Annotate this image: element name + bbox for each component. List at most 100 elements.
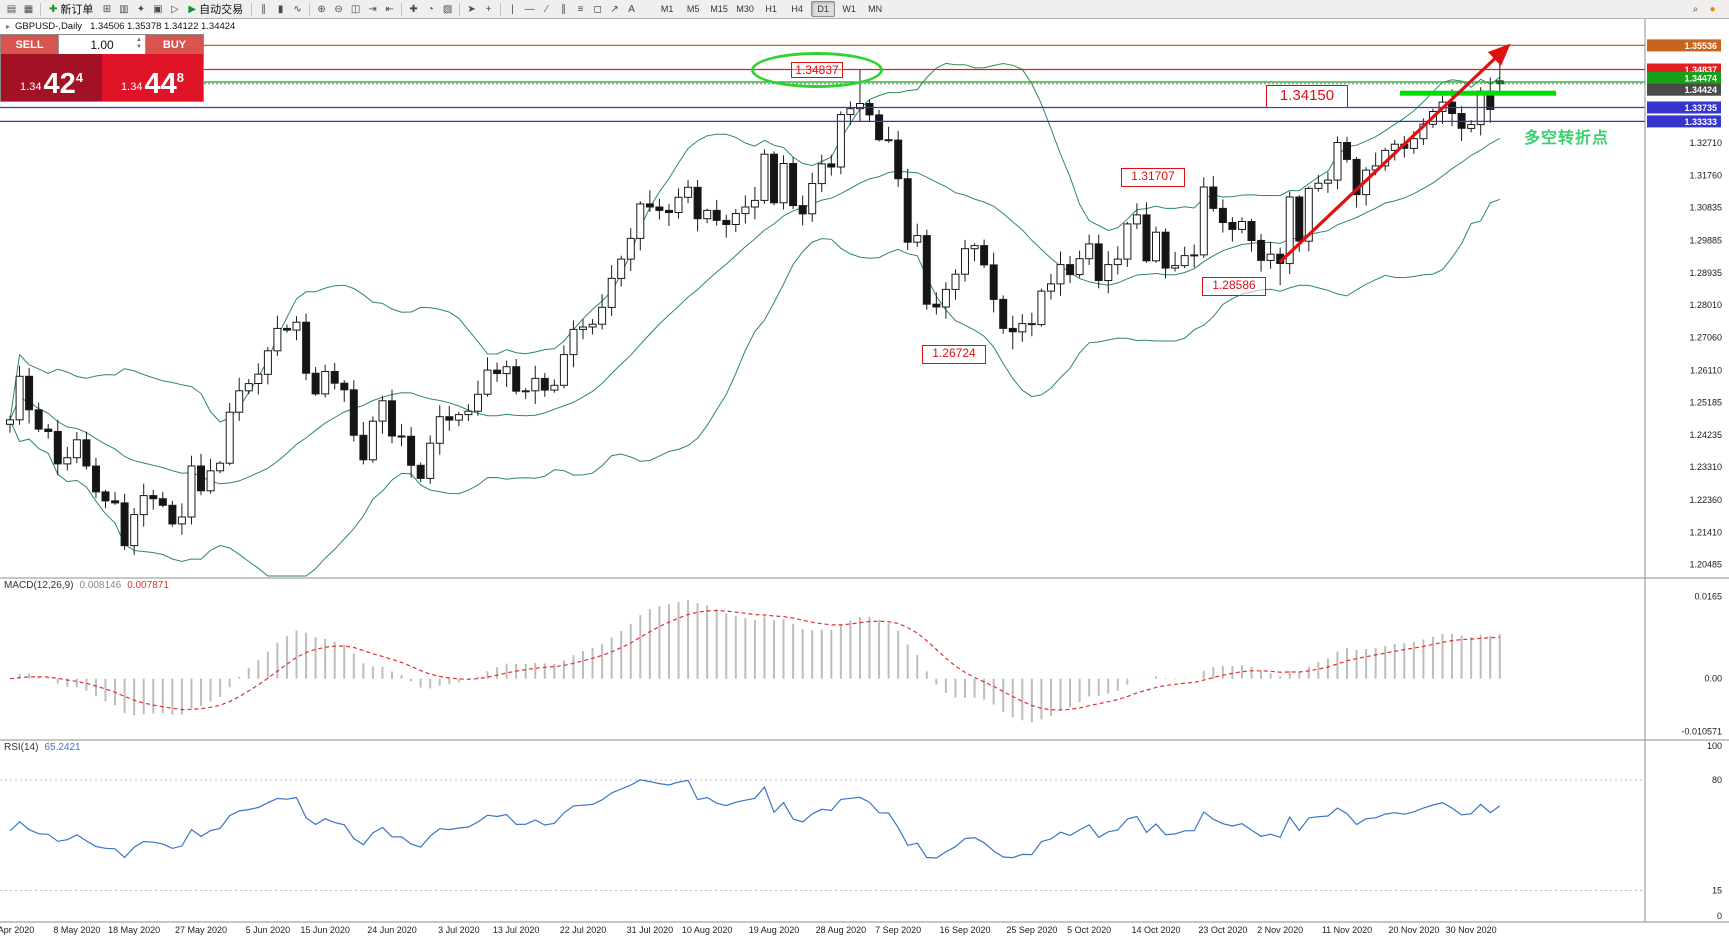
search-icon[interactable]: ⌕ [1692,3,1699,15]
new-order-button[interactable]: ✚ 新订单 [44,1,98,17]
horizontal-line-icon[interactable]: — [524,3,535,15]
candle [1047,283,1055,292]
arrows-icon[interactable]: ↗ [610,3,619,15]
data-window-icon[interactable]: ▥ [119,3,129,15]
date-axis-label: 13 Jul 2020 [493,925,540,935]
zoom-out-icon[interactable]: ⊖ [334,3,343,15]
candle [426,442,435,479]
candle [6,419,14,425]
zoom-in-icon[interactable]: ⊕ [317,3,326,15]
candle [808,183,817,215]
strategy-tester-icon[interactable]: ▷ [171,3,179,15]
candle [722,219,731,225]
indicators-icon[interactable]: ✚ [409,3,418,15]
date-axis-label: 10 Aug 2020 [682,925,733,935]
candle [674,196,683,214]
timeframe-m30[interactable]: M30 [736,4,754,14]
sell-button[interactable]: SELL [1,35,58,54]
candle [712,209,721,221]
templates-icon[interactable]: ▧ [442,3,453,15]
candle [464,410,473,416]
turning-point-note[interactable]: 多空转折点 [1524,130,1610,147]
date-axis-label: 5 Jun 2020 [246,925,291,935]
auto-scroll-icon[interactable]: ⇥ [368,3,377,15]
vertical-line-icon[interactable]: | [511,3,514,15]
price-tag-label: 1.34837 [1684,65,1717,75]
fibonacci-icon[interactable]: ≡ [577,3,584,15]
bar-chart-icon[interactable]: ∥ [261,3,267,15]
candle [970,245,979,250]
crosshair-icon[interactable]: + [485,3,492,15]
candle [1409,138,1418,149]
auto-trading-button[interactable]: ▶ 自动交易 [183,1,248,17]
candle [235,390,244,413]
channel-icon[interactable]: ∥ [561,3,567,15]
label-134150[interactable]: 1.34150 [1266,85,1348,108]
notification-icon[interactable]: ● [1709,3,1716,15]
toolbar-separator [309,2,311,16]
label-128586[interactable]: 1.28586 [1202,277,1266,296]
candle [922,235,931,305]
tile-windows-icon[interactable]: ◫ [350,3,361,15]
rsi-indicator-label: RSI(14) 65.2421 [4,742,81,753]
support-zone-bar[interactable] [1400,90,1556,96]
timeframe-m1[interactable]: M1 [660,4,674,14]
candle [894,139,903,180]
standard-icons-group: ▤ ▦ [3,2,37,17]
buy-price-box[interactable]: 1.34 44 8 [102,54,203,101]
trendline-icon[interactable]: ∕ [545,3,548,15]
timeframe-h1[interactable]: H1 [765,4,777,14]
date-axis-label: 5 Oct 2020 [1067,925,1111,935]
cursor-icon[interactable]: ➤ [467,3,476,15]
candle [521,390,530,393]
timeframe-w1[interactable]: W1 [842,4,856,14]
line-chart-icon[interactable]: ∿ [293,3,302,15]
volume-input[interactable]: 1.00 ▲ ▼ [58,35,146,54]
volume-spinner[interactable]: ▲ ▼ [136,37,142,50]
rsi-line [9,779,1501,859]
candle [1056,264,1065,285]
date-axis-label: 22 Jul 2020 [560,925,607,935]
candlestick-chart-icon[interactable]: ▮ [277,3,284,15]
navigator-icon[interactable]: ✦ [136,3,146,15]
price-axis-label: 1.28010 [1689,300,1722,310]
shapes-icon[interactable]: ◻ [593,3,602,15]
date-axis-label: 29 Apr 2020 [0,925,34,935]
macd-axis-label: 0.0165 [1694,592,1722,602]
highlight-ellipse[interactable]: 1.34837 [751,52,883,88]
macd-main-value: 0.008146 [79,580,122,591]
trend-arrow[interactable] [1278,43,1511,264]
label-131707[interactable]: 1.31707 [1121,168,1185,187]
chart-shift-icon[interactable]: ⇤ [385,3,394,15]
timeframe-h4[interactable]: H4 [791,4,803,14]
date-axis-label: 15 Jun 2020 [300,925,350,935]
text-icon[interactable]: A [628,3,635,15]
profiles-icon[interactable]: ▦ [23,3,34,15]
timeframe-buttons-group: M1 M5 M15 M30 H1 H4 D1 W1 MN [654,1,888,17]
candle [1304,187,1313,242]
candle [932,303,941,308]
candle [512,366,521,392]
periods-icon[interactable]: ◔ [427,3,434,15]
candle [741,206,750,215]
new-chart-icon[interactable]: ▤ [6,3,17,15]
candle [1180,255,1189,267]
bid-prefix: 1.34 [20,81,42,93]
buy-button[interactable]: BUY [146,35,203,54]
macd-signal-line [9,609,1500,711]
timeframe-mn[interactable]: MN [868,4,883,14]
timeframe-m5[interactable]: M5 [686,4,700,14]
label-126724[interactable]: 1.26724 [922,345,986,364]
sell-price-box[interactable]: 1.34 42 4 [1,54,102,101]
candle [53,431,62,465]
timeframe-m15[interactable]: M15 [710,4,728,14]
price-tag [1647,83,1721,96]
ask-prefix: 1.34 [121,81,143,93]
market-watch-icon[interactable]: ⊞ [102,3,112,15]
price-axis-label: 1.22360 [1689,495,1722,505]
terminal-icon[interactable]: ▣ [153,3,163,15]
timeframe-d1[interactable]: D1 [811,1,836,17]
toolbar: ▤ ▦ ✚ 新订单 ⊞ ▥ ✦ ▣ ▷ ▶ 自动交易 ∥ ▮ ∿ ⊕ ⊖ ◫ ⇥ ⇤ ✚ ◔ ▧ ➤ + | — ∕ ∥ ≡… [0,0,1729,19]
candle [1104,264,1113,282]
